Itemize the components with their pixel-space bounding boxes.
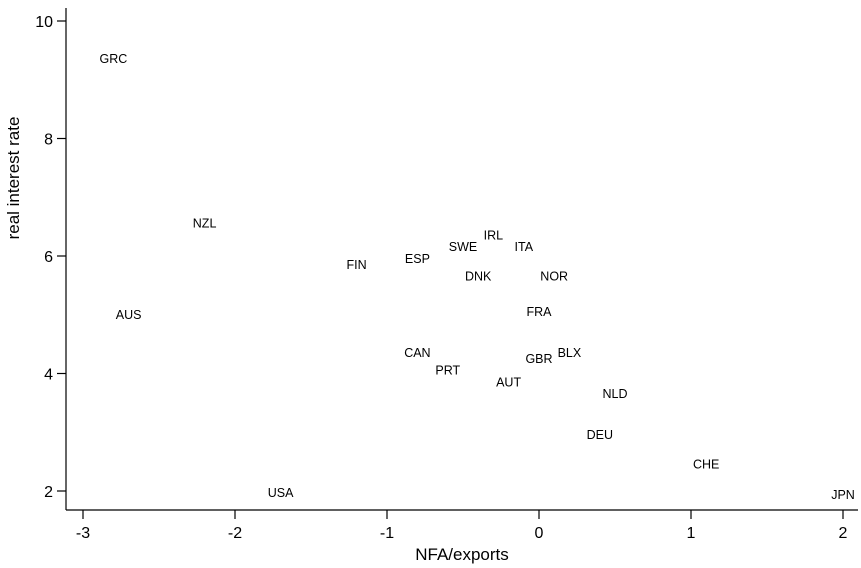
point-label-fra: FRA: [527, 305, 553, 319]
x-ticks: -3 -2 -1 0 1 2: [76, 510, 848, 542]
point-label-esp: ESP: [405, 252, 430, 266]
y-tick-label: 2: [44, 484, 53, 501]
x-tick-label: -1: [380, 525, 394, 542]
point-label-blx: BLX: [558, 346, 582, 360]
data-points: GRC NZL AUS FIN ESP SWE IRL ITA DNK NOR FRA CAN PRT G…: [100, 52, 855, 502]
y-axis-label: real interest rate: [4, 117, 23, 240]
y-tick-label: 10: [35, 14, 53, 31]
x-tick-label: 2: [839, 525, 848, 542]
axes: [65, 8, 858, 511]
point-label-aus: AUS: [116, 308, 142, 322]
point-label-usa: USA: [268, 486, 294, 500]
point-label-gbr: GBR: [525, 352, 552, 366]
x-axis-label: NFA/exports: [415, 545, 509, 564]
point-label-che: CHE: [693, 458, 719, 472]
point-label-aut: AUT: [496, 375, 521, 389]
x-tick-label: -2: [228, 525, 242, 542]
point-label-nld: NLD: [602, 387, 627, 401]
y-tick-label: 4: [44, 367, 53, 384]
point-label-nor: NOR: [540, 270, 568, 284]
point-label-nzl: NZL: [193, 217, 217, 231]
point-label-jpn: JPN: [831, 488, 855, 502]
y-tick-label: 8: [44, 132, 53, 149]
point-label-can: CAN: [404, 346, 430, 360]
point-label-irl: IRL: [484, 228, 504, 242]
x-tick-label: 0: [535, 525, 544, 542]
point-label-prt: PRT: [435, 364, 460, 378]
point-label-grc: GRC: [100, 52, 128, 66]
point-label-deu: DEU: [587, 428, 613, 442]
y-ticks: 2 4 6 8 10: [35, 14, 66, 501]
x-tick-label: 1: [687, 525, 696, 542]
point-label-swe: SWE: [449, 240, 477, 254]
point-label-fin: FIN: [347, 258, 367, 272]
point-label-dnk: DNK: [465, 270, 492, 284]
y-tick-label: 6: [44, 249, 53, 266]
point-label-ita: ITA: [515, 240, 534, 254]
x-tick-label: -3: [76, 525, 90, 542]
